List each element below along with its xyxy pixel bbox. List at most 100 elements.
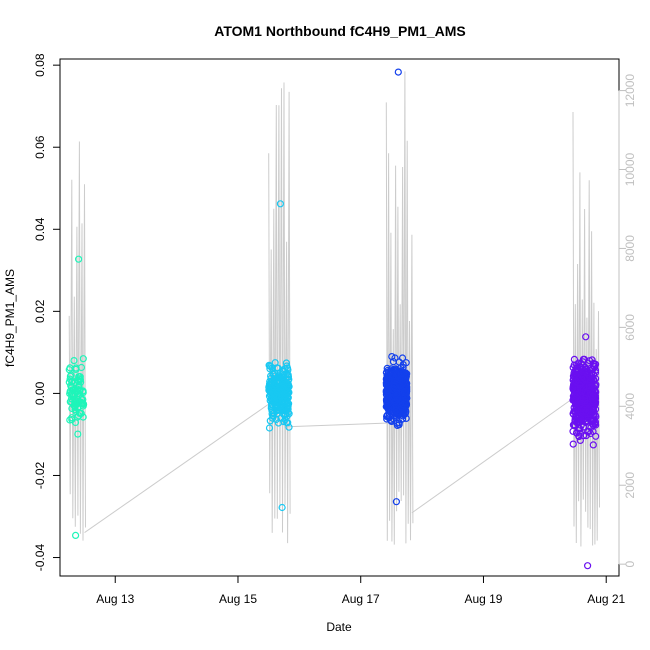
- y-tick-label: 0.04: [33, 217, 47, 241]
- data-point: [387, 417, 395, 425]
- y-axis: -0.04 -0.02 0.00 0.02 0.04 0.06 0.08: [33, 53, 61, 571]
- data-point: [283, 393, 291, 401]
- data-point: [281, 365, 289, 373]
- data-point: [400, 388, 408, 396]
- x-tick-label: Aug 19: [464, 592, 502, 606]
- data-point: [589, 393, 597, 401]
- x-tick-label: Aug 17: [342, 592, 380, 606]
- data-point: [392, 406, 400, 414]
- plot-frame: [59, 58, 620, 577]
- data-point-extreme: [392, 498, 400, 506]
- data-point: [275, 392, 283, 400]
- data-point-extreme: [394, 68, 402, 76]
- data-point: [79, 400, 88, 408]
- x-axis-label: Date: [326, 620, 352, 634]
- data-point: [576, 436, 584, 444]
- data-point: [383, 376, 391, 384]
- data-point: [582, 418, 590, 427]
- y2-tick-label: 8000: [623, 235, 637, 262]
- data-point: [589, 441, 597, 449]
- data-point: [285, 423, 293, 431]
- data-point: [581, 397, 589, 405]
- data-point: [75, 378, 83, 386]
- data-point: [266, 365, 274, 373]
- data-point: [396, 379, 404, 387]
- y-tick-label: 0.06: [33, 135, 47, 159]
- y-tick-label: 0.00: [33, 381, 47, 405]
- data-point: [576, 381, 584, 389]
- secondary-series-segment: [385, 71, 414, 545]
- data-point: [70, 357, 78, 365]
- y-tick-label: 0.02: [33, 299, 47, 323]
- data-point: [398, 410, 407, 418]
- data-point: [284, 371, 292, 379]
- data-point: [583, 417, 591, 426]
- data-point: [580, 432, 588, 440]
- data-point: [582, 408, 590, 416]
- data-point: [585, 357, 594, 365]
- data-point-extreme: [276, 200, 284, 208]
- data-point: [591, 366, 600, 374]
- data-point: [389, 358, 397, 366]
- data-point: [393, 421, 401, 429]
- data-point: [586, 429, 595, 438]
- data-point: [589, 406, 598, 414]
- data-point: [74, 403, 82, 411]
- data-point: [269, 388, 277, 396]
- data-point-extreme: [583, 562, 592, 570]
- data-point: [285, 410, 293, 418]
- data-point: [569, 440, 577, 448]
- data-point: [274, 364, 282, 372]
- y2-tick-label: 2000: [623, 472, 637, 499]
- data-points: [65, 68, 600, 570]
- data-point: [569, 427, 577, 435]
- data-point: [391, 354, 399, 362]
- y2-tick-label: 12000: [623, 74, 637, 108]
- secondary-series: [68, 71, 600, 547]
- data-point: [267, 403, 275, 411]
- data-point: [573, 390, 581, 398]
- data-point: [265, 361, 273, 369]
- data-point: [585, 382, 593, 390]
- y2-axis: 0 2000 4000 6000 8000 10000 12000: [618, 74, 637, 568]
- data-point: [574, 395, 582, 403]
- secondary-series-segment: [268, 82, 291, 544]
- secondary-series-segment: [572, 111, 600, 547]
- data-point: [385, 376, 393, 384]
- data-point: [402, 414, 410, 422]
- y2-tick-label: 0: [623, 561, 637, 568]
- data-point: [403, 379, 411, 387]
- data-point: [267, 374, 275, 383]
- data-point: [586, 412, 595, 420]
- x-tick-label: Aug 13: [96, 592, 134, 606]
- data-point: [393, 389, 401, 397]
- data-point: [70, 386, 78, 394]
- data-point: [73, 413, 81, 421]
- data-point: [399, 394, 407, 403]
- data-point: [284, 419, 292, 427]
- data-point: [385, 396, 393, 404]
- data-point: [586, 378, 594, 386]
- data-point: [570, 361, 578, 369]
- data-point: [76, 373, 84, 381]
- data-point: [585, 407, 593, 415]
- data-point: [72, 365, 80, 373]
- data-point: [402, 387, 410, 395]
- data-point: [390, 382, 398, 390]
- secondary-series-connector: [283, 422, 392, 428]
- data-point: [272, 415, 280, 424]
- data-point: [79, 355, 87, 363]
- data-point: [383, 364, 391, 372]
- y2-tick-label: 4000: [623, 393, 637, 420]
- data-point-extreme: [278, 503, 286, 512]
- data-point: [388, 370, 397, 378]
- data-point: [581, 363, 589, 371]
- data-point: [575, 432, 583, 440]
- data-point: [271, 370, 279, 378]
- data-point: [579, 373, 587, 381]
- data-point: [74, 430, 82, 438]
- data-point-extreme: [71, 531, 80, 540]
- data-point: [582, 432, 590, 440]
- data-point: [570, 355, 579, 363]
- data-point: [265, 386, 273, 394]
